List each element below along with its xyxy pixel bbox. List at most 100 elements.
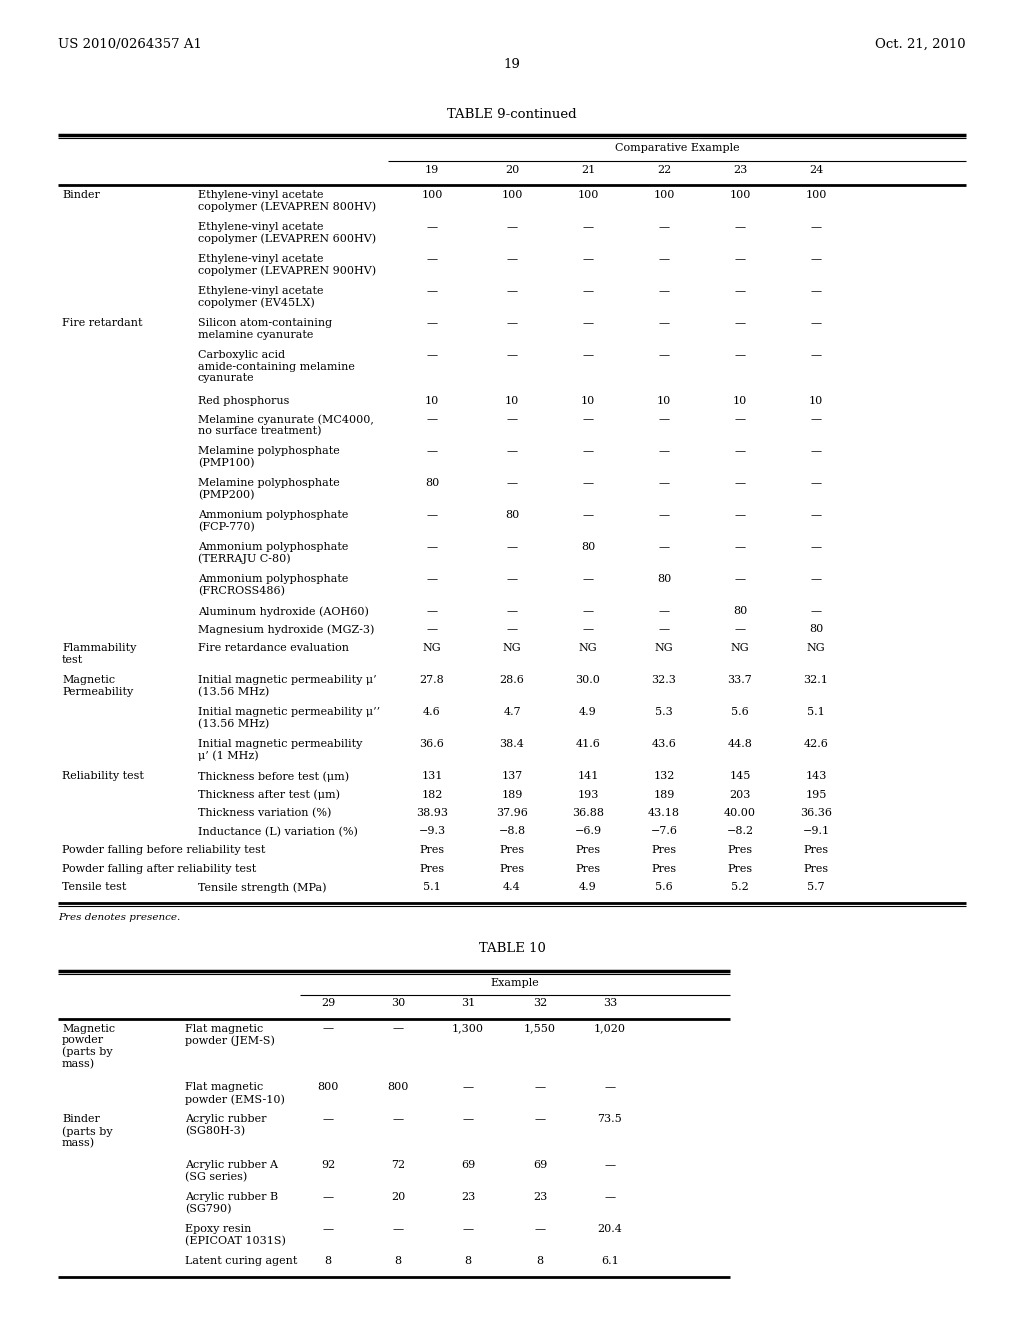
Text: —: —	[507, 606, 517, 616]
Text: —: —	[734, 478, 745, 488]
Text: Acrylic rubber
(SG80H-3): Acrylic rubber (SG80H-3)	[185, 1114, 266, 1137]
Text: 5.6: 5.6	[655, 882, 673, 892]
Text: 100: 100	[805, 190, 826, 201]
Text: 132: 132	[653, 771, 675, 781]
Text: 8: 8	[465, 1257, 472, 1266]
Text: —: —	[426, 253, 437, 264]
Text: —: —	[507, 478, 517, 488]
Text: Magnesium hydroxide (MGZ-3): Magnesium hydroxide (MGZ-3)	[198, 624, 375, 635]
Text: —: —	[583, 574, 594, 583]
Text: −9.1: −9.1	[803, 826, 829, 837]
Text: 100: 100	[653, 190, 675, 201]
Text: 42.6: 42.6	[804, 739, 828, 748]
Text: 189: 189	[653, 789, 675, 800]
Text: Powder falling after reliability test: Powder falling after reliability test	[62, 863, 256, 874]
Text: 100: 100	[502, 190, 522, 201]
Text: 6.1: 6.1	[601, 1257, 618, 1266]
Text: —: —	[658, 350, 670, 360]
Text: —: —	[810, 446, 821, 455]
Text: US 2010/0264357 A1: US 2010/0264357 A1	[58, 38, 202, 51]
Text: Initial magnetic permeability μ’
(13.56 MHz): Initial magnetic permeability μ’ (13.56 …	[198, 675, 377, 697]
Text: —: —	[426, 543, 437, 552]
Text: 38.4: 38.4	[500, 739, 524, 748]
Text: Fire retardance evaluation: Fire retardance evaluation	[198, 643, 349, 653]
Text: —: —	[323, 1114, 334, 1125]
Text: 30: 30	[391, 998, 406, 1008]
Text: 4.9: 4.9	[580, 882, 597, 892]
Text: —: —	[583, 446, 594, 455]
Text: 21: 21	[581, 165, 595, 176]
Text: —: —	[658, 606, 670, 616]
Text: 4.4: 4.4	[503, 882, 521, 892]
Text: Red phosphorus: Red phosphorus	[198, 396, 290, 405]
Text: —: —	[507, 624, 517, 635]
Text: NG: NG	[807, 643, 825, 653]
Text: —: —	[658, 446, 670, 455]
Text: —: —	[810, 350, 821, 360]
Text: Magnetic
Permeability: Magnetic Permeability	[62, 675, 133, 697]
Text: Pres: Pres	[500, 863, 524, 874]
Text: 8: 8	[325, 1257, 332, 1266]
Text: —: —	[734, 446, 745, 455]
Text: 20: 20	[505, 165, 519, 176]
Text: 10: 10	[581, 396, 595, 405]
Text: 43.18: 43.18	[648, 808, 680, 818]
Text: Latent curing agent: Latent curing agent	[185, 1257, 297, 1266]
Text: 80: 80	[581, 543, 595, 552]
Text: —: —	[426, 446, 437, 455]
Text: 800: 800	[317, 1082, 339, 1093]
Text: Fire retardant: Fire retardant	[62, 318, 142, 327]
Text: —: —	[604, 1160, 615, 1170]
Text: 36.88: 36.88	[572, 808, 604, 818]
Text: 4.6: 4.6	[423, 708, 441, 717]
Text: 5.1: 5.1	[423, 882, 441, 892]
Text: 72: 72	[391, 1160, 406, 1170]
Text: —: —	[507, 222, 517, 232]
Text: 4.7: 4.7	[503, 708, 521, 717]
Text: —: —	[658, 543, 670, 552]
Text: Acrylic rubber B
(SG790): Acrylic rubber B (SG790)	[185, 1192, 279, 1214]
Text: 43.6: 43.6	[651, 739, 677, 748]
Text: 36.36: 36.36	[800, 808, 831, 818]
Text: —: —	[810, 543, 821, 552]
Text: —: —	[604, 1082, 615, 1093]
Text: 80: 80	[809, 624, 823, 635]
Text: 38.93: 38.93	[416, 808, 449, 818]
Text: Pres: Pres	[420, 845, 444, 855]
Text: 23: 23	[532, 1192, 547, 1203]
Text: —: —	[426, 414, 437, 424]
Text: Powder falling before reliability test: Powder falling before reliability test	[62, 845, 265, 855]
Text: —: —	[323, 1192, 334, 1203]
Text: 92: 92	[321, 1160, 335, 1170]
Text: —: —	[810, 253, 821, 264]
Text: 22: 22	[656, 165, 671, 176]
Text: Flammability
test: Flammability test	[62, 643, 136, 664]
Text: Carboxylic acid
amide-containing melamine
cyanurate: Carboxylic acid amide-containing melamin…	[198, 350, 355, 383]
Text: —: —	[658, 624, 670, 635]
Text: Inductance (L) variation (%): Inductance (L) variation (%)	[198, 826, 357, 837]
Text: —: —	[507, 286, 517, 296]
Text: —: —	[426, 574, 437, 583]
Text: −8.8: −8.8	[499, 826, 525, 837]
Text: Ammonium polyphosphate
(FCP-770): Ammonium polyphosphate (FCP-770)	[198, 510, 348, 532]
Text: Pres denotes presence.: Pres denotes presence.	[58, 912, 180, 921]
Text: 195: 195	[805, 789, 826, 800]
Text: 80: 80	[425, 478, 439, 488]
Text: 8: 8	[537, 1257, 544, 1266]
Text: −8.2: −8.2	[726, 826, 754, 837]
Text: 32.1: 32.1	[804, 675, 828, 685]
Text: 10: 10	[656, 396, 671, 405]
Text: —: —	[658, 478, 670, 488]
Text: —: —	[426, 222, 437, 232]
Text: Melamine polyphosphate
(PMP100): Melamine polyphosphate (PMP100)	[198, 446, 340, 469]
Text: —: —	[535, 1114, 546, 1125]
Text: —: —	[658, 253, 670, 264]
Text: —: —	[463, 1082, 473, 1093]
Text: Pres: Pres	[651, 845, 677, 855]
Text: Pres: Pres	[500, 845, 524, 855]
Text: —: —	[507, 446, 517, 455]
Text: 182: 182	[421, 789, 442, 800]
Text: Melamine polyphosphate
(PMP200): Melamine polyphosphate (PMP200)	[198, 478, 340, 500]
Text: 27.8: 27.8	[420, 675, 444, 685]
Text: —: —	[734, 543, 745, 552]
